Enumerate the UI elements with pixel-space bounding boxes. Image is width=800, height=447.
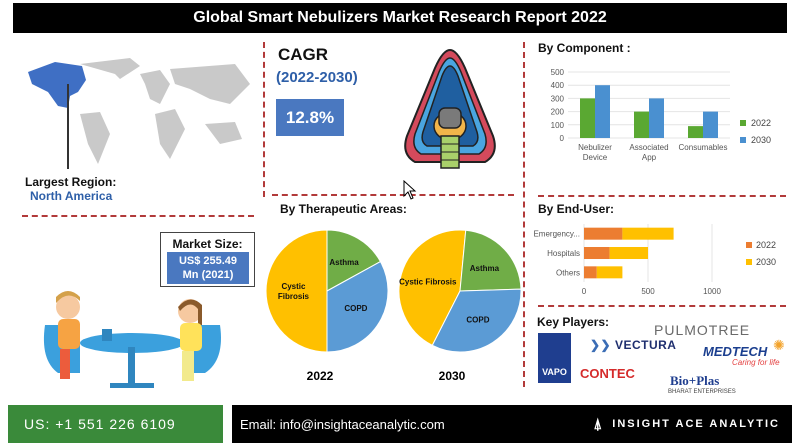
bar-2022 xyxy=(688,126,703,138)
medtech-tagline: Caring for life xyxy=(732,358,780,367)
market-size-value-line2: Mn (2021) xyxy=(182,269,234,281)
pie-slice xyxy=(459,229,522,292)
x-tick-label: Associated xyxy=(629,143,668,152)
pie-slice-label: Asthma xyxy=(470,264,500,273)
y-tick-label: 500 xyxy=(551,68,565,77)
market-size-value-line1: US$ 255.49 xyxy=(178,255,238,267)
x-tick-label: Consumables xyxy=(679,143,728,152)
pie-slice xyxy=(431,288,522,353)
bar-2030 xyxy=(609,247,648,259)
pie-slice-label: Cystic xyxy=(281,282,306,291)
y-tick-label: 0 xyxy=(560,134,565,143)
cursor-icon xyxy=(403,180,417,200)
bar-2022 xyxy=(580,98,595,138)
legend-label: 2022 xyxy=(756,240,776,250)
cagr-period: (2022-2030) xyxy=(276,69,358,86)
y-tick-label: 300 xyxy=(551,94,565,103)
y-tick-label: Hospitals xyxy=(547,249,580,258)
legend-swatch xyxy=(740,120,746,126)
pie-slice xyxy=(398,229,467,347)
cagr-label: CAGR xyxy=(278,45,329,64)
legend-swatch xyxy=(746,259,752,265)
phone-contact[interactable]: US: +1 551 226 6109 xyxy=(8,405,223,443)
email-contact[interactable]: Email: info@insightaceanalytic.com xyxy=(240,416,445,432)
medtech-logo: MEDTECH xyxy=(703,344,768,359)
cagr-value: 12.8% xyxy=(276,99,344,136)
x-tick-label: Nebulizer xyxy=(578,143,612,152)
bar-2022 xyxy=(584,247,610,259)
end-user-chart: 0 500 1000 Emergency... Hospitals Others 2022… xyxy=(533,224,776,296)
y-tick-label: 200 xyxy=(551,108,565,117)
legend-label: 2030 xyxy=(751,135,771,145)
bar-2022 xyxy=(634,111,649,138)
legend-swatch xyxy=(746,242,752,248)
bioplas-sub: BHARAT ENTERPRISES xyxy=(668,389,736,395)
legend-label: 2030 xyxy=(756,257,776,267)
largest-region-label: Largest Region: xyxy=(25,175,117,189)
vectura-logo: ❯❯ VECTURA xyxy=(590,338,677,352)
pie-2030-label: 2030 xyxy=(439,369,466,383)
bar-2022 xyxy=(584,266,597,279)
bar-2030 xyxy=(595,85,610,138)
footer-bar: Email: info@insightaceanalytic.com ⍋ INS… xyxy=(232,405,792,443)
y-tick-label: Emergency... xyxy=(533,230,580,239)
y-tick-label: Others xyxy=(556,268,580,277)
y-tick-label: 400 xyxy=(551,81,565,90)
pie-2022-label: 2022 xyxy=(307,369,334,383)
contec-logo: CONTEC xyxy=(580,366,635,381)
bar-2030 xyxy=(596,266,623,279)
pie-slice-label: COPD xyxy=(344,304,367,313)
page-title: Global Smart Nebulizers Market Research … xyxy=(13,3,787,33)
bar-2030 xyxy=(622,227,674,240)
bar-2022 xyxy=(584,227,623,240)
bar-2030 xyxy=(649,98,664,138)
divider xyxy=(523,42,525,387)
y-tick-label: 100 xyxy=(551,121,565,130)
brand-icon: ⍋ xyxy=(593,415,605,433)
vapo-logo: VAPO xyxy=(538,333,571,383)
pie-slice xyxy=(326,260,389,353)
x-tick-label: 0 xyxy=(582,287,587,296)
end-user-heading: By End-User: xyxy=(538,202,615,216)
market-size-value: US$ 255.49 Mn (2021) xyxy=(167,252,249,284)
x-tick-label: 1000 xyxy=(703,287,721,296)
bar-2030 xyxy=(703,111,718,138)
brand-name: ⍋ INSIGHT ACE ANALYTIC xyxy=(593,415,780,433)
key-players-heading: Key Players: xyxy=(537,315,610,329)
divider xyxy=(22,215,254,217)
pie-slice-label: Asthma xyxy=(329,258,359,267)
x-tick-label: 500 xyxy=(641,287,655,296)
largest-region-value: North America xyxy=(30,189,113,203)
divider xyxy=(272,194,514,196)
x-tick-label: App xyxy=(642,153,657,162)
pie-slice-label: COPD xyxy=(466,315,489,324)
market-size-label: Market Size: xyxy=(172,237,243,251)
pie-2030: Cystic Fibrosis Asthma COPD xyxy=(398,229,522,353)
legend-swatch xyxy=(740,137,746,143)
pulmotree-logo: PULMOTREE xyxy=(654,322,751,338)
legend-label: 2022 xyxy=(751,118,771,128)
bioplas-logo: Bio+Plas xyxy=(670,373,720,388)
pie-slice-label: Fibrosis xyxy=(278,292,310,301)
divider xyxy=(538,195,786,197)
divider xyxy=(263,42,265,197)
children-illustration-icon xyxy=(43,291,221,388)
pie-slice xyxy=(265,229,328,353)
x-tick-label: Device xyxy=(583,153,608,162)
sun-icon: ✺ xyxy=(773,337,785,353)
pie-slice-label: Cystic Fibrosis xyxy=(399,278,457,287)
component-heading: By Component : xyxy=(538,41,631,55)
pie-slice xyxy=(326,229,382,292)
world-map-icon xyxy=(28,58,250,169)
nebulizer-mask-icon xyxy=(404,48,496,169)
divider xyxy=(538,305,786,307)
therapeutic-heading: By Therapeutic Areas: xyxy=(280,202,407,216)
